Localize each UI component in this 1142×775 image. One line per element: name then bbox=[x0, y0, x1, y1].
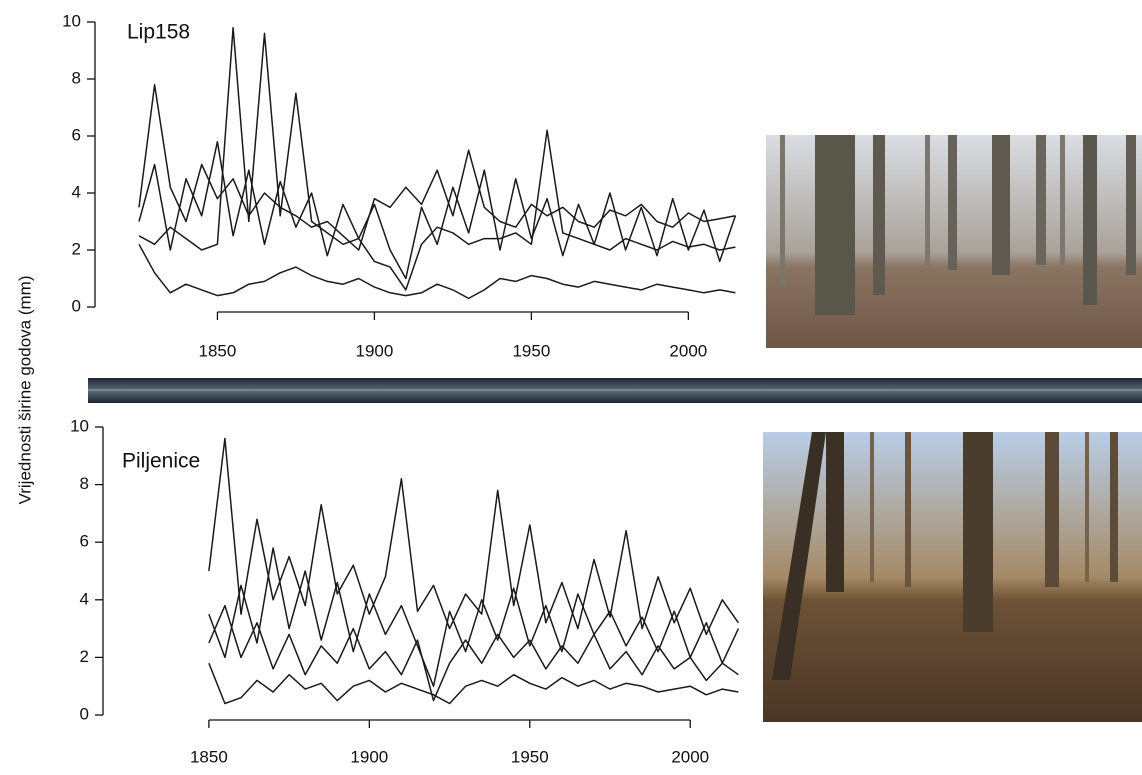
ring-width-series bbox=[208, 547, 740, 687]
y-tick-label: 2 bbox=[80, 647, 89, 666]
ring-width-series bbox=[138, 140, 737, 280]
ring-width-series bbox=[208, 604, 739, 702]
photo-forest-1 bbox=[766, 135, 1142, 348]
ring-width-series bbox=[208, 437, 740, 636]
x-tick-label: 2000 bbox=[669, 341, 707, 360]
ring-width-series bbox=[208, 662, 739, 705]
y-tick-label: 2 bbox=[72, 239, 81, 258]
y-tick-label: 6 bbox=[72, 125, 81, 144]
x-tick-label: 1850 bbox=[199, 341, 237, 360]
y-axis-label: Vrijednosti širine godova (mm) bbox=[15, 276, 34, 505]
panel-title: Lip158 bbox=[127, 21, 190, 44]
y-tick-label: 10 bbox=[62, 11, 81, 30]
ring-width-series bbox=[138, 26, 736, 291]
y-tick-label: 8 bbox=[80, 474, 89, 493]
y-tick-label: 10 bbox=[70, 416, 89, 435]
x-tick-label: 1950 bbox=[512, 341, 550, 360]
y-tick-label: 0 bbox=[72, 296, 81, 315]
panel-title: Piljenice bbox=[122, 450, 200, 473]
x-tick-label: 1900 bbox=[355, 341, 393, 360]
y-tick-label: 4 bbox=[72, 182, 81, 201]
y-tick-label: 0 bbox=[80, 704, 89, 723]
y-tick-label: 8 bbox=[72, 68, 81, 87]
y-tick-label: 6 bbox=[80, 532, 89, 551]
ring-width-series bbox=[138, 243, 736, 300]
x-tick-label: 1900 bbox=[350, 747, 388, 766]
x-tick-label: 1950 bbox=[511, 747, 549, 766]
ring-width-series bbox=[138, 83, 736, 251]
y-tick-label: 4 bbox=[80, 589, 89, 608]
tree-core-strip bbox=[88, 378, 1142, 403]
x-tick-label: 2000 bbox=[671, 747, 709, 766]
photo-forest-2 bbox=[763, 432, 1142, 722]
x-tick-label: 1850 bbox=[190, 747, 228, 766]
